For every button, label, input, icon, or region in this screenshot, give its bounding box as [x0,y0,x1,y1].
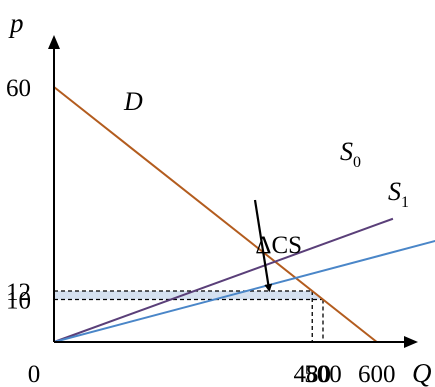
x-axis-arrow [404,336,418,348]
y-axis-arrow [48,35,60,49]
curve-d [53,86,378,343]
curve-label-d: D [123,87,143,116]
y-tick-label-12: 12 [6,279,31,306]
x-tick-label-500: 500 [304,361,342,387]
delta-cs-label: ΔCS [255,232,302,259]
y-tick-label-10: 10 [6,288,31,315]
x-tick-label-480: 480 [293,361,331,387]
x-axis-label: Q [412,358,432,387]
x-tick-label-600: 600 [358,361,396,387]
y-tick-label-60: 60 [6,75,31,102]
delta-cs-arrow [253,199,273,293]
delta-cs-region [54,291,323,300]
origin-label: 0 [28,361,41,387]
curve-label-s0: S0 [340,137,361,171]
y-axis-label: p [8,8,24,38]
curve-label-s1: S1 [388,177,409,211]
curve-s0 [53,217,394,343]
curve-s1 [53,239,435,343]
